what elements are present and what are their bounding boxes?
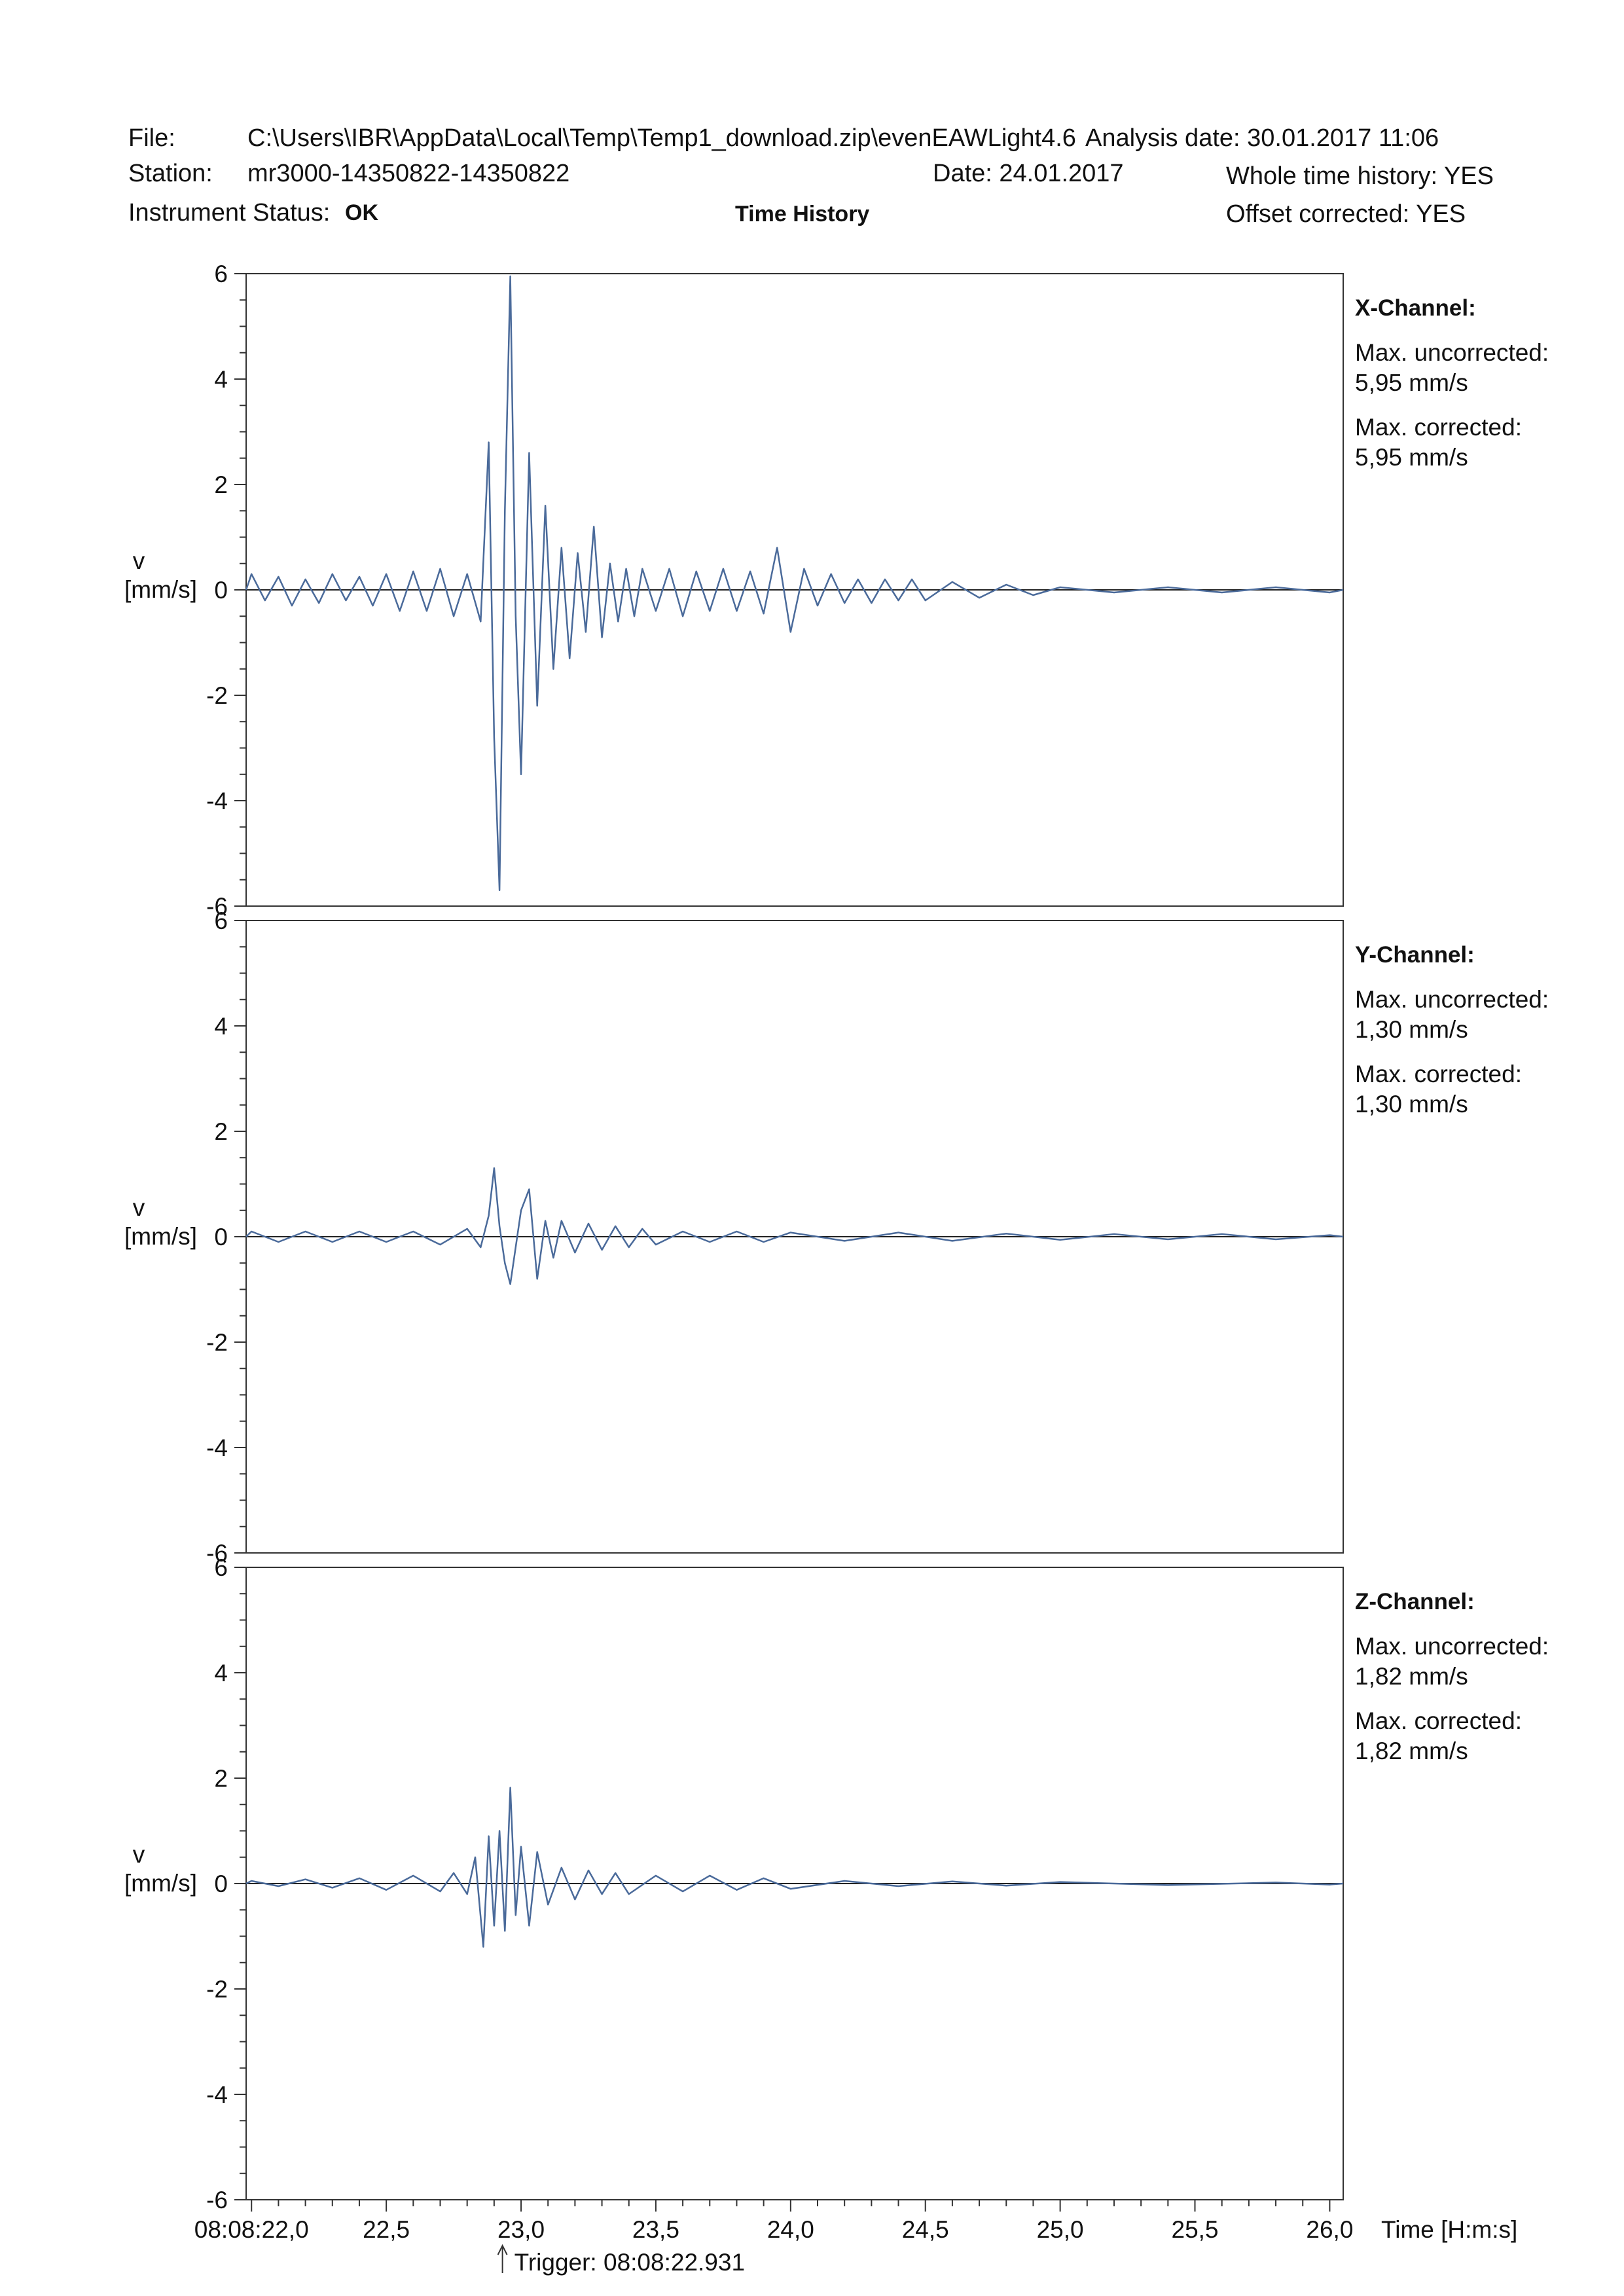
x-max-corrected-label: Max. corrected: xyxy=(1355,414,1522,441)
z-y-tick-label: -4 xyxy=(206,2081,228,2108)
y-channel-info: Y-Channel: Max. uncorrected: 1,30 mm/s M… xyxy=(1355,940,1549,1134)
x-channel-info: X-Channel: Max. uncorrected: 5,95 mm/s M… xyxy=(1355,293,1549,487)
x-signal-line xyxy=(245,275,1344,892)
x-tick-label: 22,5 xyxy=(363,2216,410,2243)
x-max-uncorrected-value: 5,95 mm/s xyxy=(1355,369,1468,396)
x-y-tick-label: -2 xyxy=(206,682,228,709)
record-date: Date: 24.01.2017 xyxy=(933,160,1124,187)
x-tick-label: 26,0 xyxy=(1306,2216,1353,2243)
y-max-uncorrected-label: Max. uncorrected: xyxy=(1355,986,1549,1013)
x-tick-label: 25,0 xyxy=(1037,2216,1084,2243)
x-y-tick-label: -4 xyxy=(206,788,228,814)
z-y-tick-label: 6 xyxy=(214,1554,228,1581)
x-y-axis-unit: [mm/s] xyxy=(124,576,197,603)
y-y-tick-label: -4 xyxy=(206,1434,228,1461)
z-y-tick-label: 2 xyxy=(214,1765,228,1792)
y-y-axis-unit: [mm/s] xyxy=(124,1223,197,1250)
instrument-status-value: OK xyxy=(345,200,378,225)
x-channel-title: X-Channel: xyxy=(1355,295,1476,321)
x-y-tick-label: -6 xyxy=(206,893,228,920)
y-y-tick-label: 0 xyxy=(214,1224,228,1250)
station-value: mr3000-14350822-14350822 xyxy=(247,160,570,187)
station-label: Station: xyxy=(128,160,213,187)
x-axis-label: Time [H:m:s] xyxy=(1381,2216,1517,2243)
y-max-corrected-label: Max. corrected: xyxy=(1355,1061,1522,1087)
chart-title: Time History xyxy=(735,202,870,227)
x-tick-label: 24,5 xyxy=(902,2216,949,2243)
z-channel-title: Z-Channel: xyxy=(1355,1589,1475,1614)
x-tick-label: 24,0 xyxy=(767,2216,814,2243)
z-y-tick-label: -6 xyxy=(206,2187,228,2214)
x-tick-label: 23,5 xyxy=(632,2216,679,2243)
offset-corrected: Offset corrected: YES xyxy=(1226,200,1466,228)
z-y-axis-unit: [mm/s] xyxy=(124,1870,197,1897)
file-label: File: xyxy=(128,124,175,152)
z-channel-info: Z-Channel: Max. uncorrected: 1,82 mm/s M… xyxy=(1355,1587,1549,1781)
z-y-tick-label: 0 xyxy=(214,1870,228,1897)
z-max-corrected-value: 1,82 mm/s xyxy=(1355,1738,1468,1764)
y-signal-line xyxy=(245,1167,1344,1285)
y-y-tick-label: 2 xyxy=(214,1118,228,1145)
z-max-uncorrected-label: Max. uncorrected: xyxy=(1355,1633,1549,1660)
x-y-axis-label: v xyxy=(133,547,145,574)
z-signal-line xyxy=(245,1787,1344,1948)
file-path: C:\Users\IBR\AppData\Local\Temp\Temp1_do… xyxy=(247,124,1076,152)
z-y-tick-label: 4 xyxy=(214,1660,228,1686)
y-max-uncorrected-value: 1,30 mm/s xyxy=(1355,1016,1468,1043)
whole-time-history: Whole time history: YES xyxy=(1226,162,1494,190)
z-y-tick-label: -2 xyxy=(206,1976,228,2003)
x-y-tick-label: 0 xyxy=(214,577,228,604)
instrument-status-label: Instrument Status: xyxy=(128,199,331,227)
x-tick-label: 23,0 xyxy=(497,2216,545,2243)
z-max-corrected-label: Max. corrected: xyxy=(1355,1707,1522,1734)
y-y-tick-label: -6 xyxy=(206,1540,228,1567)
y-y-axis-label: v xyxy=(133,1194,145,1221)
x-y-tick-label: 4 xyxy=(214,366,228,393)
analysis-date: Analysis date: 30.01.2017 11:06 xyxy=(1085,124,1439,152)
y-y-tick-label: 4 xyxy=(214,1013,228,1040)
y-max-corrected-value: 1,30 mm/s xyxy=(1355,1091,1468,1118)
x-tick-label: 08:08:22,0 xyxy=(194,2216,309,2243)
trigger-label: Trigger: 08:08:22.931 xyxy=(514,2249,745,2276)
x-tick-label: 25,5 xyxy=(1172,2216,1219,2243)
x-y-tick-label: 6 xyxy=(214,261,228,287)
z-max-uncorrected-value: 1,82 mm/s xyxy=(1355,1663,1468,1690)
x-max-corrected-value: 5,95 mm/s xyxy=(1355,444,1468,471)
trigger-arrow-icon xyxy=(497,2244,508,2255)
y-channel-title: Y-Channel: xyxy=(1355,942,1475,968)
x-y-tick-label: 2 xyxy=(214,471,228,498)
x-max-uncorrected-label: Max. uncorrected: xyxy=(1355,339,1549,366)
y-y-tick-label: 6 xyxy=(214,907,228,934)
z-y-axis-label: v xyxy=(133,1841,145,1868)
y-y-tick-label: -2 xyxy=(206,1329,228,1356)
